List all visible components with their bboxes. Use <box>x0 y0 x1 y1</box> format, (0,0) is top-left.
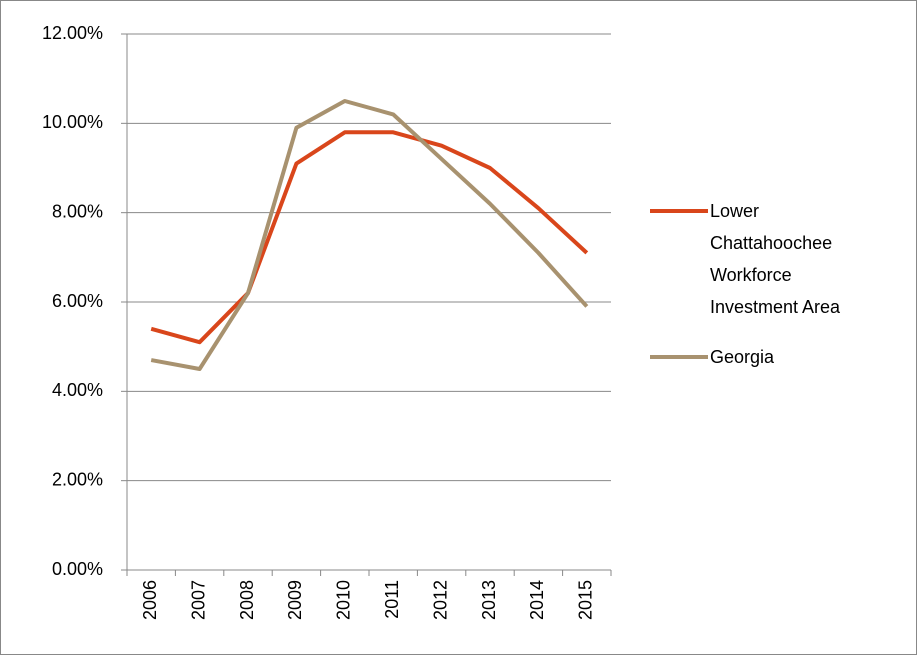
x-tick-label: 2009 <box>285 580 305 620</box>
y-tick-label: 10.00% <box>42 112 103 132</box>
legend-label: Lower Chattahoochee Workforce Investment… <box>710 201 841 317</box>
series-line <box>150 99 589 371</box>
series-line <box>150 130 589 345</box>
x-tick-label: 2013 <box>479 580 499 620</box>
y-tick-label: 2.00% <box>52 469 103 489</box>
y-tick-label: 12.00% <box>42 23 103 43</box>
x-tick-label: 2015 <box>576 580 596 620</box>
y-tick-label: 0.00% <box>52 559 103 579</box>
x-tick-label: 2006 <box>140 580 160 620</box>
x-tick-label: 2007 <box>188 580 208 620</box>
y-tick-label: 4.00% <box>52 380 103 400</box>
x-tick-label: 2010 <box>334 580 354 620</box>
x-tick-label: 2012 <box>430 580 450 620</box>
legend-label: Georgia <box>710 347 775 367</box>
x-tick-label: 2008 <box>237 580 257 620</box>
x-tick-label: 2014 <box>527 580 547 620</box>
y-tick-label: 6.00% <box>52 291 103 311</box>
y-tick-label: 8.00% <box>52 201 103 221</box>
x-tick-label: 2011 <box>382 580 402 619</box>
